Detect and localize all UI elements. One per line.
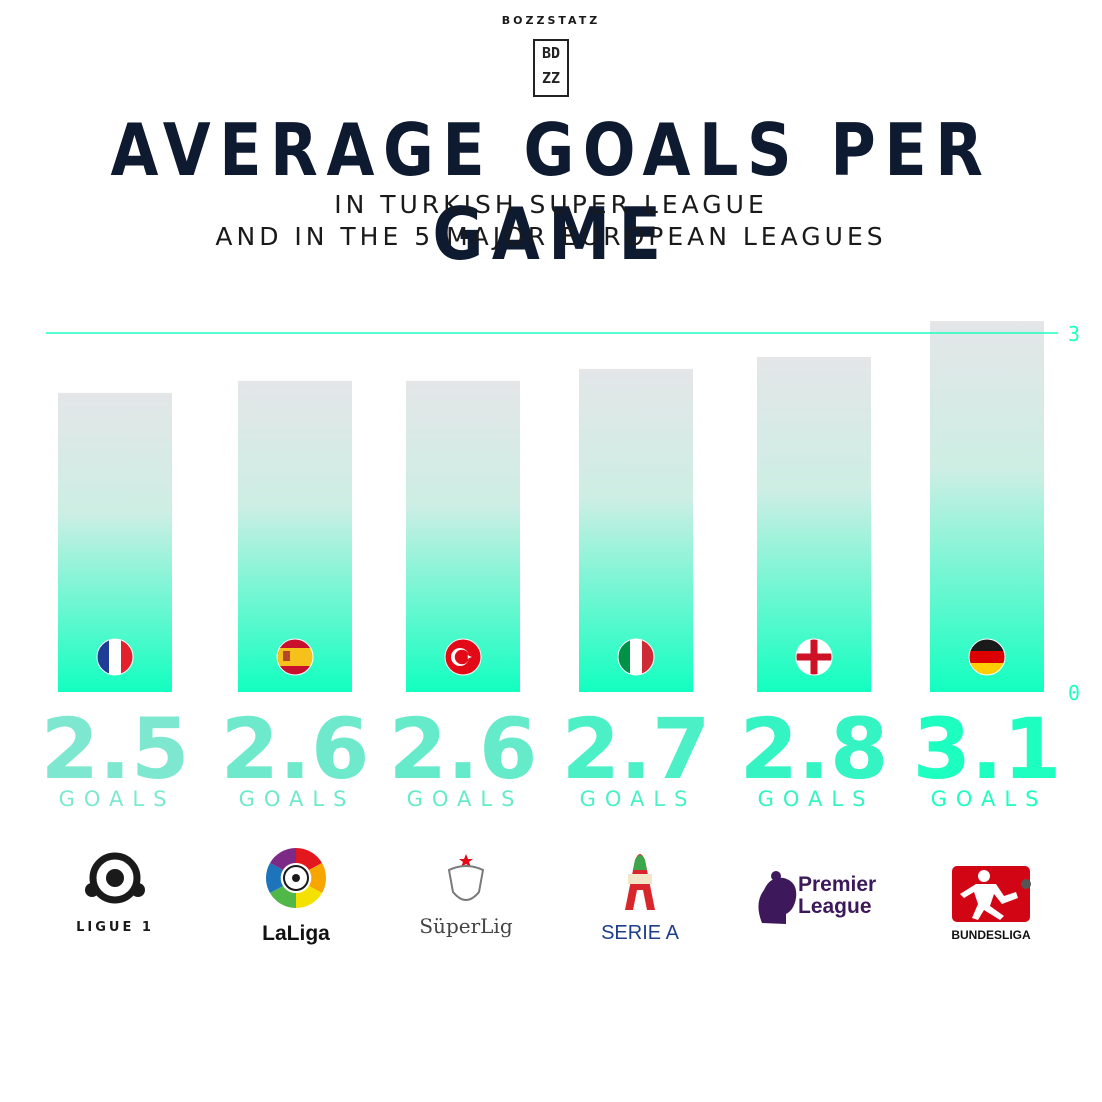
premier-league-logo: Premier League xyxy=(744,840,904,950)
ligue1-icon xyxy=(85,852,145,904)
goals-label: GOALS xyxy=(59,787,176,811)
bar-chart: 032.5GOALS2.6GOALS2.6GOALS2.7GOALS2.8GOA… xyxy=(41,321,1080,811)
bozzstatz-logo: BD ZZ xyxy=(533,39,569,97)
italy-flag-icon xyxy=(617,638,655,676)
value-label: 2.5 xyxy=(41,700,190,798)
value-label: 2.6 xyxy=(389,700,538,798)
subtitle-line-2: AND IN THE 5 MAJOR EUROPEAN LEAGUES xyxy=(215,222,887,251)
ligue1-label: LIGUE 1 xyxy=(76,920,154,935)
value-label: 2.8 xyxy=(740,700,889,798)
goals-label: GOALS xyxy=(580,787,697,811)
value-label: 2.7 xyxy=(562,700,711,798)
laliga-label: LaLiga xyxy=(262,922,330,945)
ligue1-logo: LIGUE 1 xyxy=(40,840,190,950)
subtitle-line-1: IN TURKISH SUPER LEAGUE xyxy=(334,190,768,219)
bundesliga-label: BUNDESLIGA xyxy=(951,928,1031,942)
y-tick-label: 3 xyxy=(1068,322,1080,346)
brand-name: BOZZSTATZ xyxy=(501,14,601,27)
laliga-icon xyxy=(265,848,327,908)
premier-league-icon xyxy=(758,871,797,924)
superlig-logo: SüperLig xyxy=(391,840,541,950)
goals-label: GOALS xyxy=(239,787,356,811)
bundesliga-icon xyxy=(952,866,1031,922)
premier-label-line1: Premier xyxy=(798,873,877,896)
y-tick-label: 0 xyxy=(1068,681,1080,705)
value-label: 3.1 xyxy=(913,700,1062,798)
bar-4 xyxy=(579,368,693,692)
goals-label: GOALS xyxy=(931,787,1048,811)
bar-5 xyxy=(757,356,871,692)
laliga-logo: LaLiga xyxy=(221,840,371,950)
england-flag-icon xyxy=(795,638,833,676)
spain-flag-icon xyxy=(276,638,314,676)
premier-label-line2: League xyxy=(798,895,872,918)
page-title: AVERAGE GOALS PER GAME xyxy=(110,108,992,276)
germany-flag-icon xyxy=(968,638,1006,676)
france-flag-icon xyxy=(96,638,134,676)
bundesliga-logo: BUNDESLIGA xyxy=(916,840,1066,950)
goals-label: GOALS xyxy=(407,787,524,811)
value-label: 2.6 xyxy=(221,700,370,798)
league-logos: LIGUE 1 LaLiga SüperLig xyxy=(0,840,1102,960)
superlig-icon xyxy=(447,854,485,901)
seriea-label: SERIE A xyxy=(601,922,679,944)
turkey-flag-icon xyxy=(444,638,482,676)
goals-label: GOALS xyxy=(758,787,875,811)
seriea-icon xyxy=(625,854,655,910)
bar-6 xyxy=(930,321,1044,692)
seriea-logo: SERIE A xyxy=(565,840,715,950)
superlig-label: SüperLig xyxy=(419,914,513,938)
